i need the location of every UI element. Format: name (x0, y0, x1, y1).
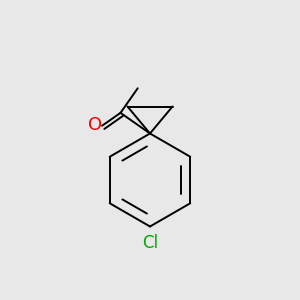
Text: Cl: Cl (142, 234, 158, 252)
Text: O: O (88, 116, 103, 134)
